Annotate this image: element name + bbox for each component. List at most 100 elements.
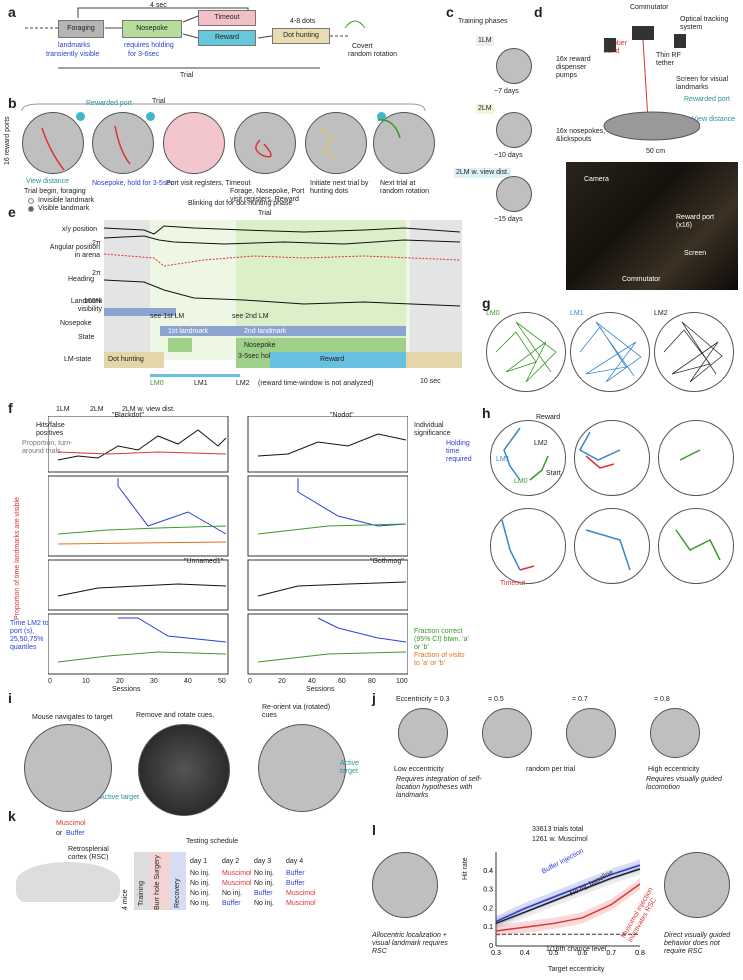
time-4sec: 4 sec	[150, 2, 167, 9]
k-cell: Muscimol	[286, 890, 316, 897]
i-active-2: Active target	[340, 760, 360, 775]
b-arena-2	[92, 112, 154, 174]
k-day-4: day 4	[286, 858, 304, 865]
e-first-lm-bar	[160, 326, 238, 336]
f-prop-time-label: Proportion of time landmarks are visible	[14, 497, 21, 620]
h-lm2: LM2	[534, 440, 548, 447]
e-lm1: LM1	[194, 380, 208, 387]
l-xtick: 0.6	[578, 950, 588, 957]
e-2pi-1: 2π	[92, 240, 101, 247]
l-xtick: 0.7	[606, 950, 616, 957]
d-commutator: Commutator	[630, 4, 669, 11]
e-xy-label: x/y position	[62, 226, 98, 233]
e-second-lm-bar	[236, 326, 406, 336]
visible-landmark-icon	[28, 206, 34, 212]
j-arena-1	[398, 708, 448, 758]
e-heading-label: Heading	[68, 276, 95, 283]
b-step-4: Forage, Nosepoke, Port visit registers, …	[230, 188, 305, 203]
i-arena-dark	[138, 724, 230, 816]
d-view-distance: View distance	[692, 116, 736, 123]
f-sessions-left: Sessions	[112, 686, 141, 693]
e-np-bar-1	[168, 338, 192, 352]
k-cell: Buffer	[254, 890, 273, 897]
f-xtick-r20: 20	[278, 678, 286, 685]
c-days-3: ~15 days	[494, 216, 523, 223]
foraging-box: Foraging	[58, 20, 104, 38]
h-start: Start	[546, 470, 561, 477]
e-reward: Reward	[320, 356, 345, 363]
panel-label-d: d	[534, 4, 543, 20]
b-legend-invisible: Invisible landmark	[38, 197, 95, 204]
f-xtick-r0: 0	[248, 678, 252, 685]
e-dot-hunting: Dot hunting	[108, 356, 144, 363]
random-rotation-note: random rotation	[348, 51, 398, 58]
landmarks-note: landmarks	[58, 42, 91, 49]
e-nosepoke-label: Nosepoke	[60, 320, 92, 327]
e-reward-bar	[270, 352, 406, 368]
f-mouse-gothmog: "Gothmog"	[370, 558, 404, 565]
d-camera: Camera	[584, 176, 609, 183]
h-arena-1	[490, 420, 566, 496]
transient-note: transiently visible	[46, 51, 100, 58]
panel-label-j: j	[372, 690, 376, 706]
k-cell: No inj.	[190, 900, 210, 907]
e-scale: 10 sec	[420, 378, 441, 385]
l-series-line	[495, 868, 641, 925]
d-rig-photo	[566, 162, 738, 290]
panel-label-a: a	[8, 4, 16, 20]
b-arena-1	[22, 112, 84, 174]
h-lm0: LM0	[514, 478, 528, 485]
k-brain	[16, 862, 120, 902]
e-first-lm: 1st landmark	[168, 328, 209, 335]
e-lm-state-label: LM-state	[64, 356, 92, 363]
g-arena-lm0	[486, 312, 566, 392]
e-hold-bar	[236, 352, 272, 368]
i-arena-1	[24, 724, 112, 812]
k-schedule: Testing schedule	[186, 838, 239, 845]
l-ytick: 0.4	[483, 868, 493, 875]
panel-label-g: g	[482, 295, 491, 311]
j-ecc-07: = 0.7	[572, 696, 588, 703]
k-mice: 4 mice	[122, 889, 129, 910]
d-thin-rf: Thin RF tether	[656, 52, 681, 67]
k-training: Training	[138, 880, 145, 906]
j-high: High eccentricity	[648, 766, 700, 773]
b-trial-label: Trial	[152, 98, 166, 105]
b-step-2: Nosepoke, hold for 3-5sec	[92, 180, 174, 187]
k-day-2: day 2	[222, 858, 240, 865]
k-surgery-bar	[150, 852, 170, 910]
i-text-2: Remove and rotate cues,	[136, 712, 215, 719]
f-phase-2: 2LM	[90, 406, 104, 413]
g-lm2: LM2	[654, 310, 668, 317]
f-plots	[48, 416, 408, 675]
h-timeout: Timeout	[500, 580, 526, 587]
f-xtick-40: 40	[184, 678, 192, 685]
f-xtick-0: 0	[48, 678, 52, 685]
e-state-label: State	[78, 334, 95, 341]
nosepoke-box: Nosepoke	[122, 20, 182, 38]
j-low-sub: Requires integration of self-location hy…	[396, 776, 482, 799]
e-trial: Trial	[258, 210, 272, 217]
c-arena-2	[496, 112, 532, 148]
e-second-lm: 2nd landmark	[244, 328, 287, 335]
j-ecc-05: = 0.5	[488, 696, 504, 703]
b-port-6	[377, 112, 386, 121]
d-rewarded-port: Rewarded port	[684, 96, 730, 103]
l-ylabel: Hit rate	[462, 857, 469, 880]
e-lm-state-bar	[150, 374, 240, 377]
f-indiv-label: Individual significance	[414, 422, 451, 437]
k-burr: Burr hole Surgery	[154, 855, 161, 910]
e-traces	[104, 225, 461, 307]
j-low: Low eccentricity	[394, 766, 444, 773]
d-reward-port: Reward port (x16)	[676, 214, 715, 229]
reward-box: Reward	[198, 30, 256, 46]
e-100pct: 100%	[84, 298, 102, 305]
l-ytick: 0	[489, 943, 493, 950]
f-hits-label: Hits/false positives	[36, 422, 65, 437]
g-lm1: LM1	[570, 310, 584, 317]
k-cell: No inj.	[254, 880, 274, 887]
k-cell: Muscimol	[222, 870, 252, 877]
f-phase-3: 2LM w. view dist.	[122, 406, 175, 413]
panel-label-c: c	[446, 4, 454, 20]
k-cell: No inj.	[190, 870, 210, 877]
